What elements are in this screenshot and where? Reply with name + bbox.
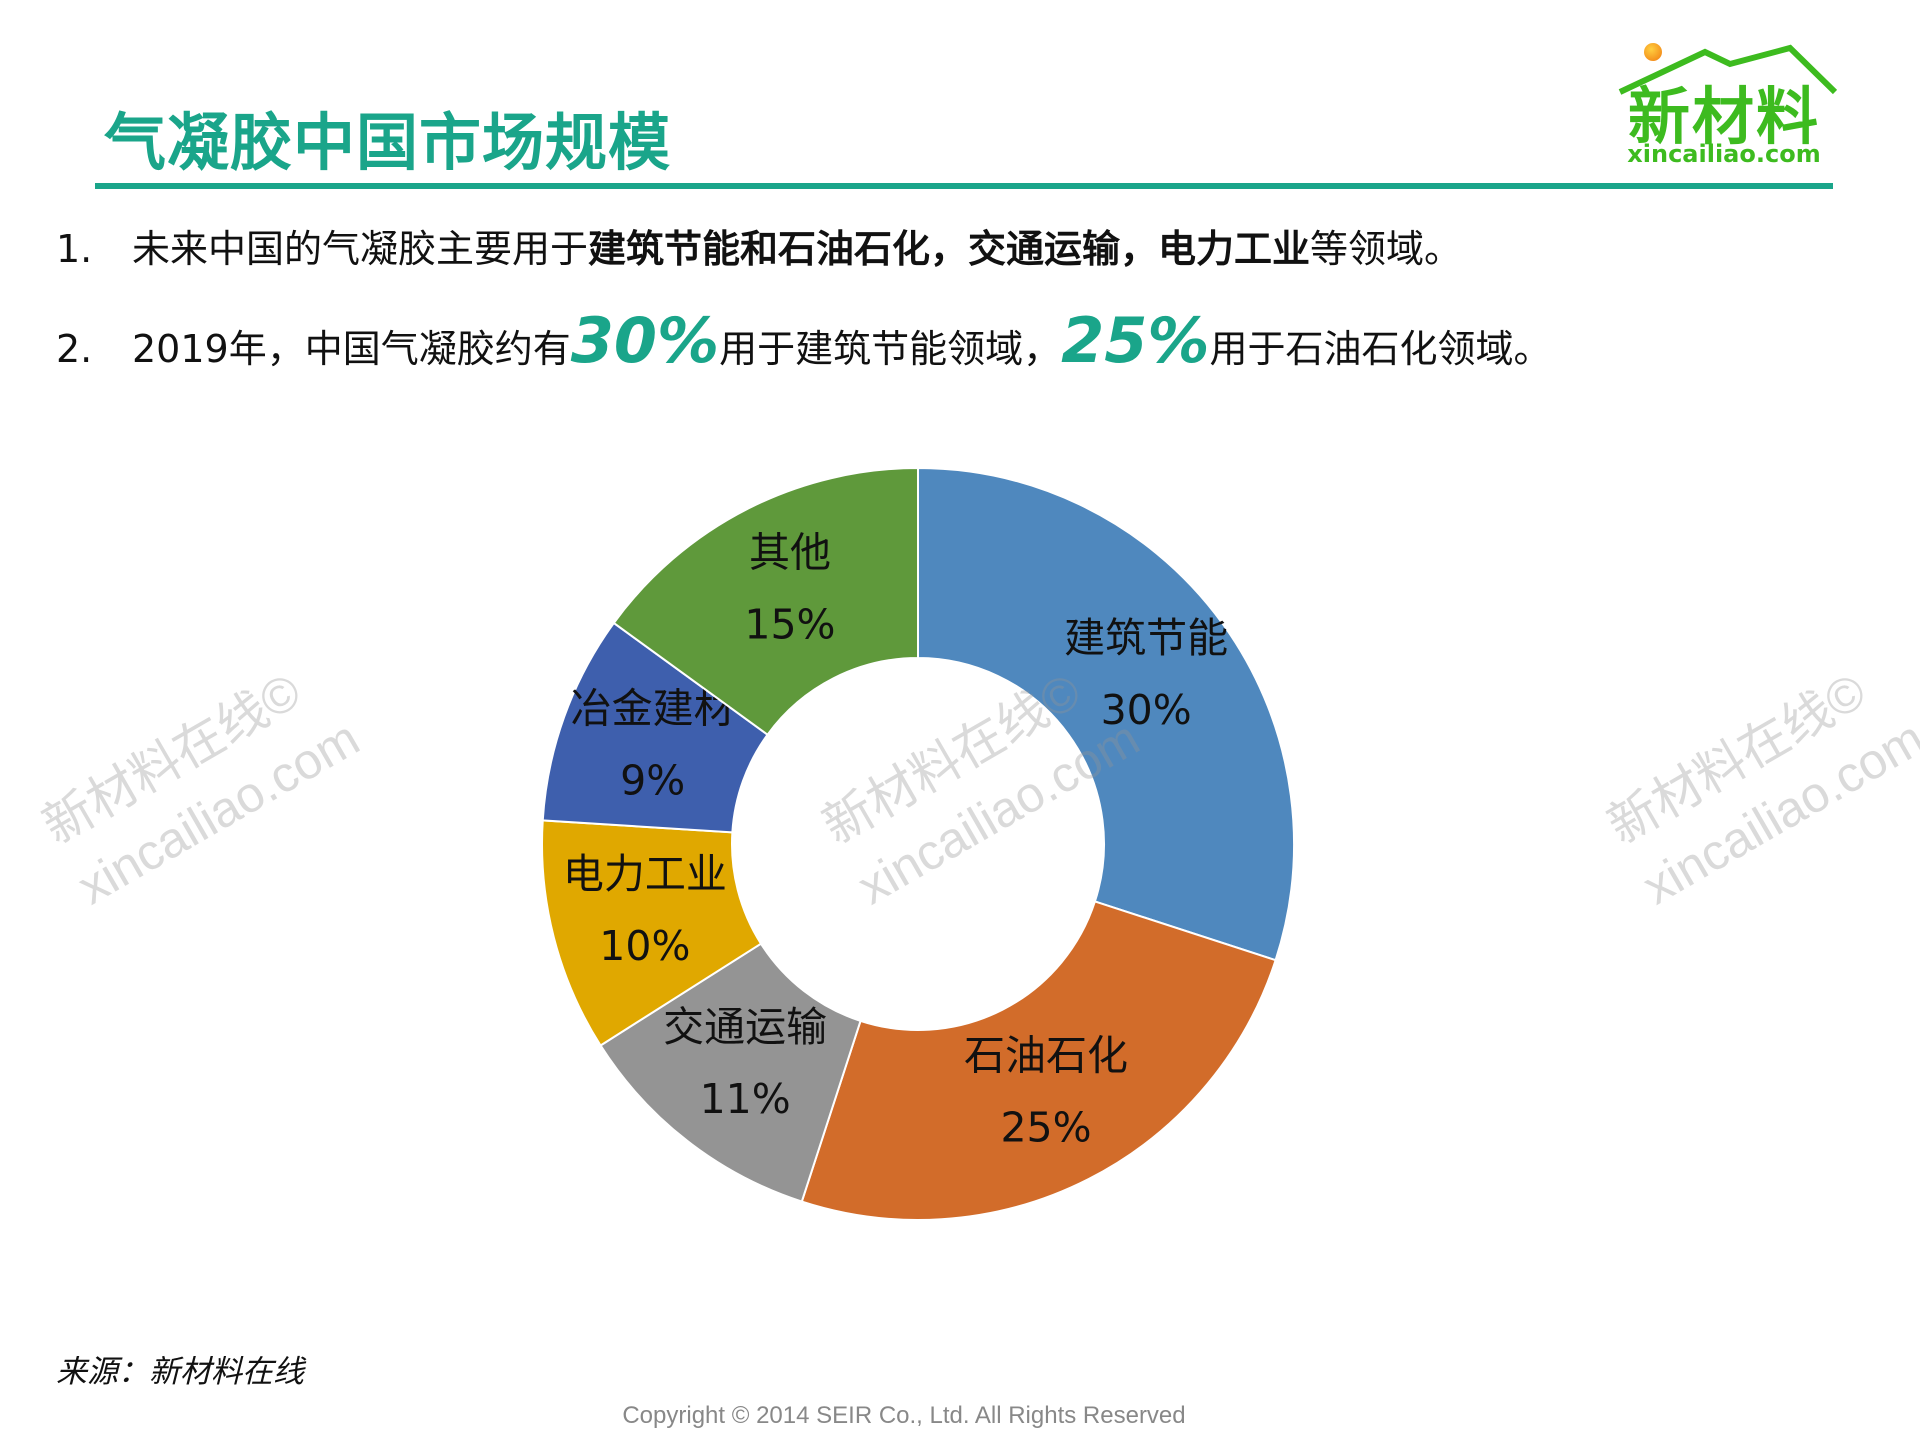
bullet-text: 用于石油石化领域。 [1209, 327, 1552, 371]
bullet-text: 2019年，中国气凝胶约有 [132, 327, 571, 371]
logo-url: xincailiao.com [1627, 140, 1821, 168]
slice-category-label: 建筑节能 [1064, 614, 1228, 662]
slice-value-label: 11% [700, 1075, 791, 1123]
logo: 新材料 xincailiao.com [1610, 40, 1840, 170]
source-note: 来源：新材料在线 [56, 1354, 304, 1390]
highlight-25: 25% [1061, 304, 1210, 377]
slice-value-label: 25% [1000, 1103, 1091, 1151]
bullet-bold-text: 建筑节能和石油石化，交通运输，电力工业 [588, 227, 1311, 271]
slice-建筑节能 [917, 466, 1295, 962]
logo-name: 新材料 [1627, 80, 1820, 153]
bullet-number: 2. [56, 327, 93, 371]
slice-其他 [612, 466, 919, 737]
slice-value-label: 9% [620, 756, 685, 804]
slice-石油石化 [800, 900, 1277, 1221]
bullet-text: 用于建筑节能领域， [719, 327, 1062, 371]
slice-交通运输 [599, 942, 862, 1203]
sun-icon [1644, 43, 1662, 61]
slice-value-label: 10% [599, 922, 690, 970]
slice-category-label: 其他 [749, 529, 831, 577]
slice-category-label: 冶金建材 [571, 684, 735, 732]
bullet-text: 等领域。 [1310, 227, 1463, 271]
slice-category-label: 石油石化 [964, 1031, 1128, 1079]
slice-value-label: 30% [1101, 686, 1192, 734]
roof-icon [1618, 44, 1838, 95]
slice-category-label: 电力工业 [563, 850, 727, 898]
bullet-2: 2. 2019年，中国气凝胶约有30%用于建筑节能领域，25%用于石油石化领域。 [56, 304, 1552, 377]
highlight-30: 30% [570, 304, 720, 377]
slice-category-label: 交通运输 [663, 1003, 827, 1051]
copyright: Copyright © 2014 SEIR Co., Ltd. All Righ… [622, 1402, 1186, 1429]
title-divider [95, 183, 1833, 189]
bullet-text: 未来中国的气凝胶主要用于 [132, 227, 589, 271]
bullet-1: 1. 未来中国的气凝胶主要用于建筑节能和石油石化，交通运输，电力工业等领域。 [56, 218, 1462, 273]
page-title: 气凝胶中国市场规模 [104, 106, 672, 179]
bullet-number: 1. [56, 227, 93, 271]
slice-value-label: 15% [744, 601, 835, 649]
